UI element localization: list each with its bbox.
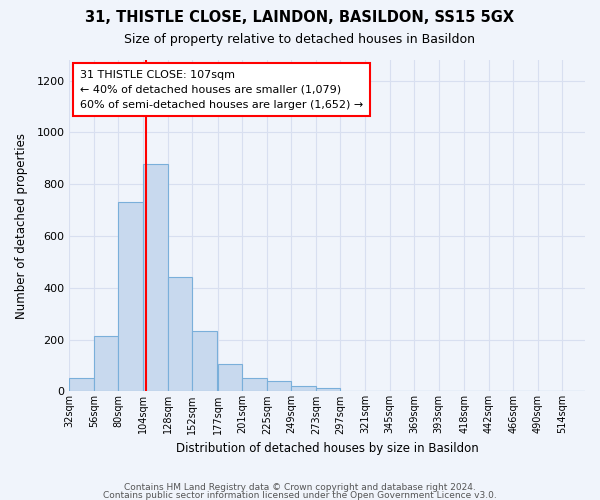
Text: Contains HM Land Registry data © Crown copyright and database right 2024.: Contains HM Land Registry data © Crown c… xyxy=(124,484,476,492)
Bar xyxy=(94,336,118,392)
Bar xyxy=(242,378,267,392)
Bar xyxy=(316,388,340,392)
Bar xyxy=(218,364,242,392)
Text: Contains public sector information licensed under the Open Government Licence v3: Contains public sector information licen… xyxy=(103,490,497,500)
Bar xyxy=(292,386,316,392)
Bar xyxy=(118,202,143,392)
Text: Size of property relative to detached houses in Basildon: Size of property relative to detached ho… xyxy=(125,32,476,46)
Bar xyxy=(267,381,292,392)
X-axis label: Distribution of detached houses by size in Basildon: Distribution of detached houses by size … xyxy=(176,442,479,455)
Text: 31, THISTLE CLOSE, LAINDON, BASILDON, SS15 5GX: 31, THISTLE CLOSE, LAINDON, BASILDON, SS… xyxy=(85,10,515,25)
Bar xyxy=(192,330,217,392)
Y-axis label: Number of detached properties: Number of detached properties xyxy=(15,132,28,318)
Bar xyxy=(70,378,94,392)
Bar xyxy=(167,278,192,392)
Bar xyxy=(143,164,167,392)
Text: 31 THISTLE CLOSE: 107sqm
← 40% of detached houses are smaller (1,079)
60% of sem: 31 THISTLE CLOSE: 107sqm ← 40% of detach… xyxy=(80,70,363,110)
